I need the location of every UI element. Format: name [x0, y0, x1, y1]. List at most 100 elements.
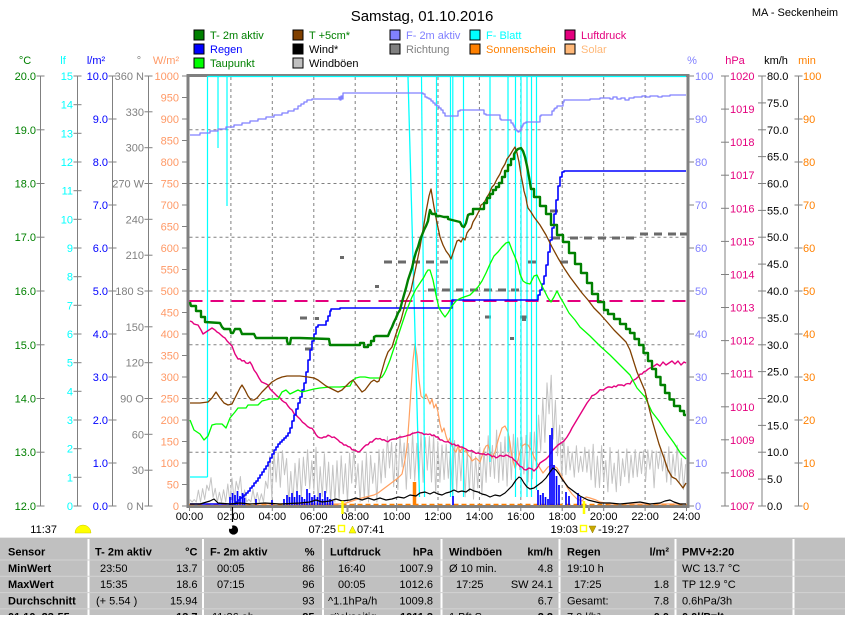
- svg-text:9: 9: [67, 243, 73, 255]
- svg-text:°: °: [137, 55, 141, 67]
- svg-text:300: 300: [126, 143, 144, 155]
- svg-text:W/m²: W/m²: [153, 55, 180, 67]
- svg-text:Gesamt:: Gesamt:: [567, 595, 609, 607]
- svg-text:200: 200: [161, 415, 179, 427]
- svg-text:90: 90: [695, 114, 707, 126]
- svg-text:07:41: 07:41: [357, 524, 385, 536]
- svg-text:18:00: 18:00: [548, 511, 576, 523]
- svg-text:180 S: 180 S: [115, 286, 144, 298]
- svg-text:210: 210: [126, 250, 144, 262]
- svg-text:350: 350: [161, 351, 179, 363]
- svg-text:17:25: 17:25: [456, 579, 484, 591]
- svg-text:Luftdruck: Luftdruck: [581, 30, 627, 42]
- svg-text:km/h: km/h: [764, 55, 788, 67]
- svg-text:00:05: 00:05: [217, 563, 245, 575]
- svg-text:50: 50: [167, 480, 179, 492]
- svg-text:15:35: 15:35: [100, 579, 128, 591]
- svg-text:Windböen: Windböen: [449, 547, 502, 559]
- svg-text:75.0: 75.0: [767, 98, 788, 110]
- svg-text:km/h: km/h: [527, 547, 553, 559]
- svg-text:0: 0: [695, 501, 701, 513]
- svg-text:80: 80: [803, 157, 815, 169]
- svg-text:13: 13: [61, 128, 73, 140]
- svg-text:19:03: 19:03: [550, 524, 578, 536]
- svg-text:-19:27: -19:27: [598, 524, 629, 536]
- svg-text:15: 15: [61, 71, 73, 83]
- svg-text:19.0: 19.0: [15, 125, 36, 137]
- svg-text:60: 60: [695, 243, 707, 255]
- svg-text:550: 550: [161, 265, 179, 277]
- svg-text:14.0: 14.0: [15, 394, 36, 406]
- svg-text:1.8: 1.8: [654, 579, 669, 591]
- svg-text:700: 700: [161, 200, 179, 212]
- svg-text:07:25: 07:25: [308, 524, 336, 536]
- svg-text:19:10 h: 19:10 h: [567, 563, 604, 575]
- svg-text:360 N: 360 N: [115, 71, 144, 83]
- svg-text:Luftdruck: Luftdruck: [330, 547, 382, 559]
- svg-text:150: 150: [161, 437, 179, 449]
- svg-text:1008: 1008: [730, 468, 754, 480]
- svg-text:00:00: 00:00: [176, 511, 204, 523]
- svg-text:330: 330: [126, 107, 144, 119]
- svg-text:06:00: 06:00: [300, 511, 328, 523]
- svg-text:60: 60: [132, 429, 144, 441]
- svg-text:0: 0: [803, 501, 809, 513]
- svg-text:Sensor: Sensor: [8, 547, 46, 559]
- svg-text:16.0: 16.0: [15, 286, 36, 298]
- svg-text:1020: 1020: [730, 71, 754, 83]
- svg-text:12: 12: [61, 157, 73, 169]
- svg-text:150: 150: [126, 322, 144, 334]
- svg-text:F- 2m aktiv: F- 2m aktiv: [210, 547, 268, 559]
- svg-text:80.0: 80.0: [767, 71, 788, 83]
- svg-text:80: 80: [695, 157, 707, 169]
- svg-text:50: 50: [695, 286, 707, 298]
- svg-text:Solar: Solar: [581, 44, 607, 56]
- svg-text:Wind*: Wind*: [309, 44, 339, 56]
- svg-text:25.0: 25.0: [767, 367, 788, 379]
- svg-text:90: 90: [803, 114, 815, 126]
- svg-text:MinWert: MinWert: [8, 563, 52, 575]
- svg-text:MaxWert: MaxWert: [8, 579, 54, 591]
- svg-text:40.0: 40.0: [767, 286, 788, 298]
- svg-text:40: 40: [695, 329, 707, 341]
- svg-text:20.0: 20.0: [767, 394, 788, 406]
- svg-text:900: 900: [161, 114, 179, 126]
- svg-text:5.0: 5.0: [767, 474, 782, 486]
- svg-text:hPa: hPa: [725, 55, 745, 67]
- svg-text:50: 50: [803, 286, 815, 298]
- svg-text:1010: 1010: [730, 402, 754, 414]
- svg-text:17.0: 17.0: [15, 232, 36, 244]
- svg-text:14: 14: [61, 100, 73, 112]
- svg-text:650: 650: [161, 222, 179, 234]
- svg-text:7: 7: [67, 300, 73, 312]
- svg-text:600: 600: [161, 243, 179, 255]
- svg-text:950: 950: [161, 93, 179, 105]
- svg-text:7.8: 7.8: [654, 595, 669, 607]
- svg-text:1.0: 1.0: [93, 458, 108, 470]
- svg-text:96: 96: [302, 579, 314, 591]
- svg-text:°C: °C: [185, 547, 197, 559]
- svg-text:TP 12.9 °C: TP 12.9 °C: [682, 579, 736, 591]
- svg-text:10:00: 10:00: [383, 511, 411, 523]
- svg-text:2: 2: [67, 444, 73, 456]
- svg-text:8.0: 8.0: [93, 157, 108, 169]
- svg-text:%: %: [687, 55, 697, 67]
- svg-text:6.0: 6.0: [93, 243, 108, 255]
- svg-text:1016: 1016: [730, 203, 754, 215]
- svg-text:450: 450: [161, 308, 179, 320]
- svg-text:11: 11: [62, 186, 73, 198]
- svg-text:17:25: 17:25: [574, 579, 602, 591]
- svg-text:1013: 1013: [730, 303, 754, 315]
- svg-text:1019: 1019: [730, 104, 754, 116]
- svg-text:5: 5: [67, 358, 73, 370]
- svg-text:4: 4: [67, 386, 73, 398]
- svg-text:65.0: 65.0: [767, 152, 788, 164]
- svg-text:120: 120: [126, 358, 144, 370]
- svg-text:14:00: 14:00: [466, 511, 494, 523]
- svg-text:00:05: 00:05: [338, 579, 366, 591]
- svg-text:10: 10: [695, 458, 707, 470]
- svg-text:l/m²: l/m²: [87, 55, 106, 67]
- svg-text:30: 30: [803, 372, 815, 384]
- svg-text:60.0: 60.0: [767, 179, 788, 191]
- svg-text:hPa: hPa: [413, 547, 434, 559]
